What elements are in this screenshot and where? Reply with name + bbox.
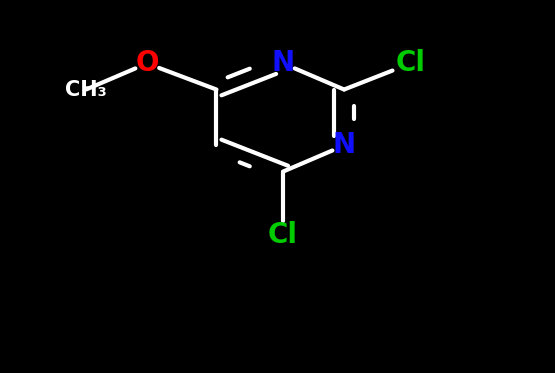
Text: N: N: [271, 49, 295, 78]
Text: CH₃: CH₃: [65, 79, 107, 100]
Text: O: O: [135, 49, 159, 78]
Text: N: N: [332, 131, 356, 160]
Text: Cl: Cl: [396, 49, 426, 78]
Text: Cl: Cl: [268, 221, 298, 249]
